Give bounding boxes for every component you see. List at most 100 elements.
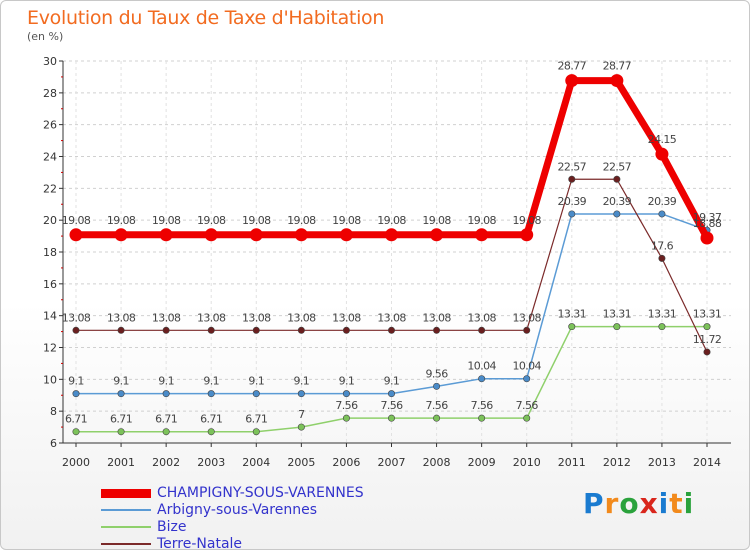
- data-label: 19.08: [512, 214, 541, 227]
- data-label: 6.71: [200, 413, 222, 426]
- x-tick-label: 2004: [242, 456, 270, 469]
- data-label: 22.57: [558, 160, 587, 173]
- legend-label: Terre-Natale: [157, 536, 243, 550]
- data-point: [433, 414, 441, 422]
- y-tick-label: 18: [43, 246, 57, 259]
- legend-swatch: [101, 543, 151, 545]
- x-tick-label: 2006: [332, 456, 360, 469]
- data-point: [523, 326, 531, 334]
- data-label: 10.04: [512, 360, 541, 373]
- x-tick-label: 2009: [468, 456, 496, 469]
- y-tick-label: 20: [43, 214, 57, 227]
- data-point: [385, 228, 398, 242]
- y-minor-tick: [61, 299, 63, 301]
- data-point: [69, 228, 83, 242]
- data-label: 10.04: [467, 360, 496, 373]
- data-point: [430, 228, 444, 242]
- data-point: [252, 428, 260, 436]
- legend-item: Terre-Natale: [101, 536, 501, 550]
- data-label: 9.1: [203, 375, 219, 388]
- data-point: [297, 390, 305, 398]
- data-label: 13.31: [648, 308, 677, 321]
- data-point: [162, 390, 170, 398]
- data-label: 6.71: [65, 413, 87, 426]
- data-point: [613, 323, 621, 331]
- data-label: 18.88: [693, 217, 722, 230]
- data-point: [342, 414, 350, 422]
- data-point: [252, 326, 260, 334]
- y-minor-tick: [61, 267, 63, 269]
- chart-title: Evolution du Taux de Taxe d'Habitation: [27, 7, 385, 29]
- y-minor-tick: [61, 76, 63, 78]
- data-label: 6.71: [155, 413, 177, 426]
- x-tick-label: 2001: [107, 456, 135, 469]
- data-label: 19.08: [422, 214, 451, 227]
- data-point: [159, 228, 173, 242]
- data-point: [117, 428, 125, 436]
- data-label: 13.08: [287, 311, 316, 324]
- data-label: 13.08: [332, 311, 361, 324]
- data-point: [565, 74, 579, 88]
- y-minor-tick: [61, 426, 63, 428]
- data-label: 22.57: [603, 160, 632, 173]
- y-tick-label: 8: [50, 405, 57, 418]
- data-point: [387, 414, 395, 422]
- y-minor-tick: [61, 235, 63, 237]
- legend-swatch: [101, 526, 151, 528]
- logo-letter: i: [658, 487, 670, 520]
- data-point: [339, 228, 353, 242]
- data-point: [568, 210, 576, 218]
- data-label: 19.37: [693, 211, 722, 224]
- unit-label: (en %): [27, 30, 64, 43]
- data-label: 24.15: [648, 133, 677, 146]
- data-label: 19.08: [287, 214, 316, 227]
- data-point: [658, 210, 666, 218]
- legend-label: CHAMPIGNY-SOUS-VARENNES: [157, 485, 364, 501]
- data-point: [342, 326, 350, 334]
- data-label: 20.39: [648, 195, 677, 208]
- logo-letter: r: [604, 487, 620, 520]
- data-point: [568, 175, 576, 183]
- x-tick-label: 2012: [603, 456, 631, 469]
- data-point: [433, 382, 441, 390]
- data-label: 13.08: [467, 311, 496, 324]
- data-label: 7: [298, 408, 305, 421]
- y-minor-tick: [61, 394, 63, 396]
- data-label: 9.1: [158, 375, 174, 388]
- data-point: [568, 323, 576, 331]
- data-label: 9.1: [384, 375, 400, 388]
- data-label: 19.08: [197, 214, 226, 227]
- data-point: [294, 228, 308, 242]
- x-tick-label: 2011: [558, 456, 586, 469]
- data-point: [162, 428, 170, 436]
- data-point: [475, 228, 489, 242]
- data-label: 13.31: [558, 308, 587, 321]
- x-tick-label: 2005: [287, 456, 315, 469]
- data-point: [478, 414, 486, 422]
- x-tick-label: 2014: [693, 456, 721, 469]
- data-point: [613, 210, 621, 218]
- data-point: [658, 254, 666, 262]
- data-label: 28.77: [603, 60, 632, 73]
- data-label: 7.56: [516, 399, 539, 412]
- data-label: 28.77: [558, 60, 587, 73]
- data-label: 7.56: [471, 399, 494, 412]
- y-tick-label: 10: [43, 373, 57, 386]
- x-tick-label: 2013: [648, 456, 676, 469]
- x-tick-label: 2010: [513, 456, 541, 469]
- logo-letter: t: [669, 487, 684, 520]
- data-label: 9.1: [248, 375, 264, 388]
- legend-label: Arbigny-sous-Varennes: [157, 502, 318, 518]
- y-tick-label: 30: [43, 55, 57, 68]
- data-point: [523, 414, 531, 422]
- data-point: [613, 175, 621, 183]
- data-label: 13.08: [197, 311, 226, 324]
- data-label: 19.08: [62, 214, 91, 227]
- data-label: 9.56: [426, 367, 449, 380]
- data-point: [117, 390, 125, 398]
- data-label: 19.08: [107, 214, 136, 227]
- data-label: 7.56: [426, 399, 449, 412]
- y-tick-label: 24: [43, 151, 57, 164]
- data-label: 13.08: [62, 311, 91, 324]
- data-label: 19.08: [332, 214, 361, 227]
